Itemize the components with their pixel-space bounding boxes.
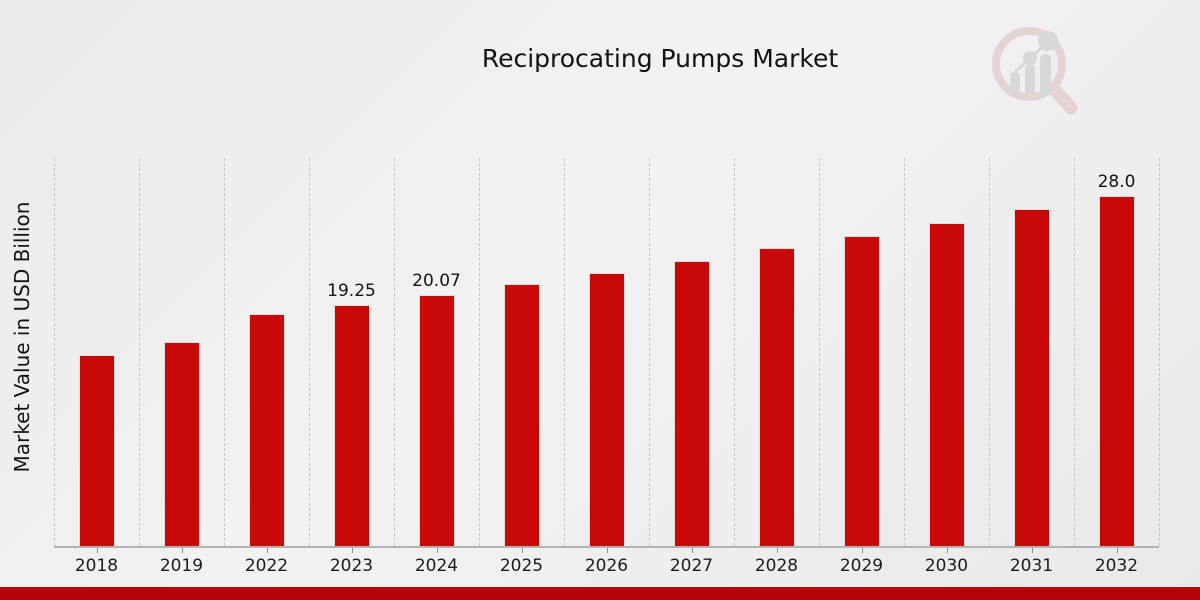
x-axis-tick bbox=[1116, 548, 1118, 553]
bar-2022 bbox=[248, 314, 285, 546]
watermark-logo bbox=[985, 22, 1085, 117]
x-axis-tick bbox=[691, 548, 693, 553]
x-axis-tick bbox=[96, 548, 98, 553]
bar-2032 bbox=[1098, 196, 1135, 546]
gridline bbox=[819, 158, 820, 546]
x-tick-label-2031: 2031 bbox=[1009, 556, 1054, 576]
x-tick-label-2027: 2027 bbox=[669, 556, 714, 576]
chart-title: Reciprocating Pumps Market bbox=[481, 44, 839, 73]
bar-2031 bbox=[1013, 209, 1050, 546]
bar-2028 bbox=[758, 248, 795, 546]
x-axis-tick bbox=[776, 548, 778, 553]
gridline bbox=[1074, 158, 1075, 546]
bar-2018 bbox=[78, 355, 115, 546]
plot-area: 2018 2019 2022 19.25 2023 20.07 2024 2025 2026 20… bbox=[54, 158, 1160, 576]
gridline bbox=[734, 158, 735, 546]
bar-value-label-2032: 28.0 bbox=[1097, 172, 1136, 192]
bar-2019 bbox=[163, 342, 200, 546]
x-tick-label-2025: 2025 bbox=[499, 556, 544, 576]
x-tick-label-2023: 2023 bbox=[329, 556, 374, 576]
x-axis-tick bbox=[436, 548, 438, 553]
x-tick-label-2029: 2029 bbox=[839, 556, 884, 576]
bar-2026 bbox=[588, 273, 625, 546]
gridline bbox=[479, 158, 480, 546]
x-axis-tick bbox=[946, 548, 948, 553]
gridline bbox=[139, 158, 140, 546]
bar-2023 bbox=[333, 305, 370, 546]
bar-2024 bbox=[418, 295, 455, 546]
magnifier-bar-chart-icon bbox=[992, 27, 1078, 115]
bar-2027 bbox=[673, 261, 710, 546]
bar-2025 bbox=[503, 284, 540, 546]
bottom-accent-band bbox=[0, 587, 1200, 600]
x-tick-label-2018: 2018 bbox=[74, 556, 119, 576]
gridline bbox=[309, 158, 310, 546]
bar-2030 bbox=[928, 223, 965, 546]
gridline bbox=[1159, 158, 1160, 546]
x-tick-label-2019: 2019 bbox=[159, 556, 204, 576]
gridline bbox=[904, 158, 905, 546]
x-axis-tick bbox=[266, 548, 268, 553]
x-axis-tick bbox=[606, 548, 608, 553]
x-tick-label-2022: 2022 bbox=[244, 556, 289, 576]
x-axis-tick bbox=[351, 548, 353, 553]
x-axis-tick bbox=[181, 548, 183, 553]
x-tick-label-2026: 2026 bbox=[584, 556, 629, 576]
gridline bbox=[989, 158, 990, 546]
x-tick-label-2030: 2030 bbox=[924, 556, 969, 576]
x-tick-label-2024: 2024 bbox=[414, 556, 459, 576]
gridline bbox=[649, 158, 650, 546]
x-tick-label-2028: 2028 bbox=[754, 556, 799, 576]
gridline bbox=[564, 158, 565, 546]
gridline bbox=[54, 158, 55, 546]
x-axis-tick bbox=[521, 548, 523, 553]
gridline bbox=[394, 158, 395, 546]
bar-2029 bbox=[843, 236, 880, 546]
x-axis-tick bbox=[1031, 548, 1033, 553]
bar-value-label-2023: 19.25 bbox=[327, 281, 376, 301]
bar-value-label-2024: 20.07 bbox=[412, 271, 461, 291]
x-axis-tick bbox=[861, 548, 863, 553]
gridline bbox=[224, 158, 225, 546]
x-tick-label-2032: 2032 bbox=[1094, 556, 1139, 576]
